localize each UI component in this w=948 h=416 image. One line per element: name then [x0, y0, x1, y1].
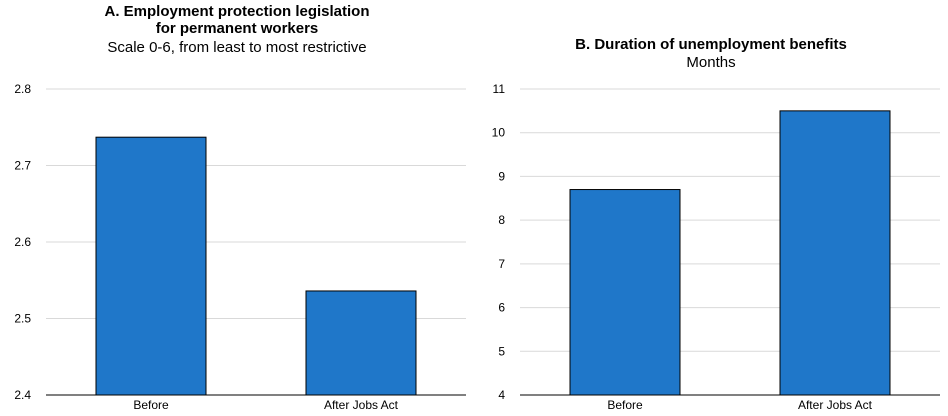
- panel-a-title-line-2: for permanent workers: [155, 20, 319, 37]
- panel-b-y-tick-label: 5: [498, 344, 505, 358]
- panel-a-title-line-1: A. Employment protection legislation: [104, 3, 370, 20]
- panel-a-subtitle: Scale 0-6, from least to most restrictiv…: [107, 39, 367, 56]
- panel-b-y-tick-label: 9: [498, 169, 505, 183]
- panel-a-y-tick-label: 2.8: [14, 82, 31, 96]
- panel-a-category-label: After Jobs Act: [324, 398, 399, 412]
- panel-b-y-tick-label: 4: [498, 388, 505, 402]
- panel-a-y-tick-label: 2.7: [14, 159, 31, 173]
- panel-a-chart: 2.4 2.5 2.6 2.7 2.8 Before After Jobs Act: [14, 82, 466, 412]
- panel-unemployment-benefits: B. Duration of unemployment benefits Mon…: [474, 0, 948, 416]
- panel-b-y-tick-label: 7: [498, 257, 505, 271]
- panel-employment-protection: A. Employment protection legislation for…: [14, 3, 466, 412]
- panel-b-y-tick-label: 10: [492, 126, 506, 140]
- panel-b-title: B. Duration of unemployment benefits: [575, 36, 847, 53]
- panel-b-subtitle: Months: [686, 54, 736, 71]
- panel-a-category-label: Before: [133, 398, 169, 412]
- panel-b-y-tick-label: 8: [498, 213, 505, 227]
- panel-a-y-tick-label: 2.4: [14, 388, 31, 402]
- panel-a-y-tick-label: 2.5: [14, 312, 31, 326]
- panel-b-bar: [569, 189, 681, 396]
- panel-b-category-label: After Jobs Act: [798, 398, 873, 412]
- panel-b-chart: 4 5 6 7 8 9 10 11 Before After Jobs Act: [492, 82, 940, 412]
- panel-b-bar: [779, 110, 891, 396]
- panel-b-category-label: Before: [607, 398, 643, 412]
- panel-b-y-tick-label: 6: [498, 301, 505, 315]
- panel-a-y-tick-label: 2.6: [14, 235, 31, 249]
- panel-a-bar: [95, 136, 207, 396]
- panel-a-bar: [305, 290, 417, 396]
- panel-b-y-tick-label: 11: [493, 82, 506, 96]
